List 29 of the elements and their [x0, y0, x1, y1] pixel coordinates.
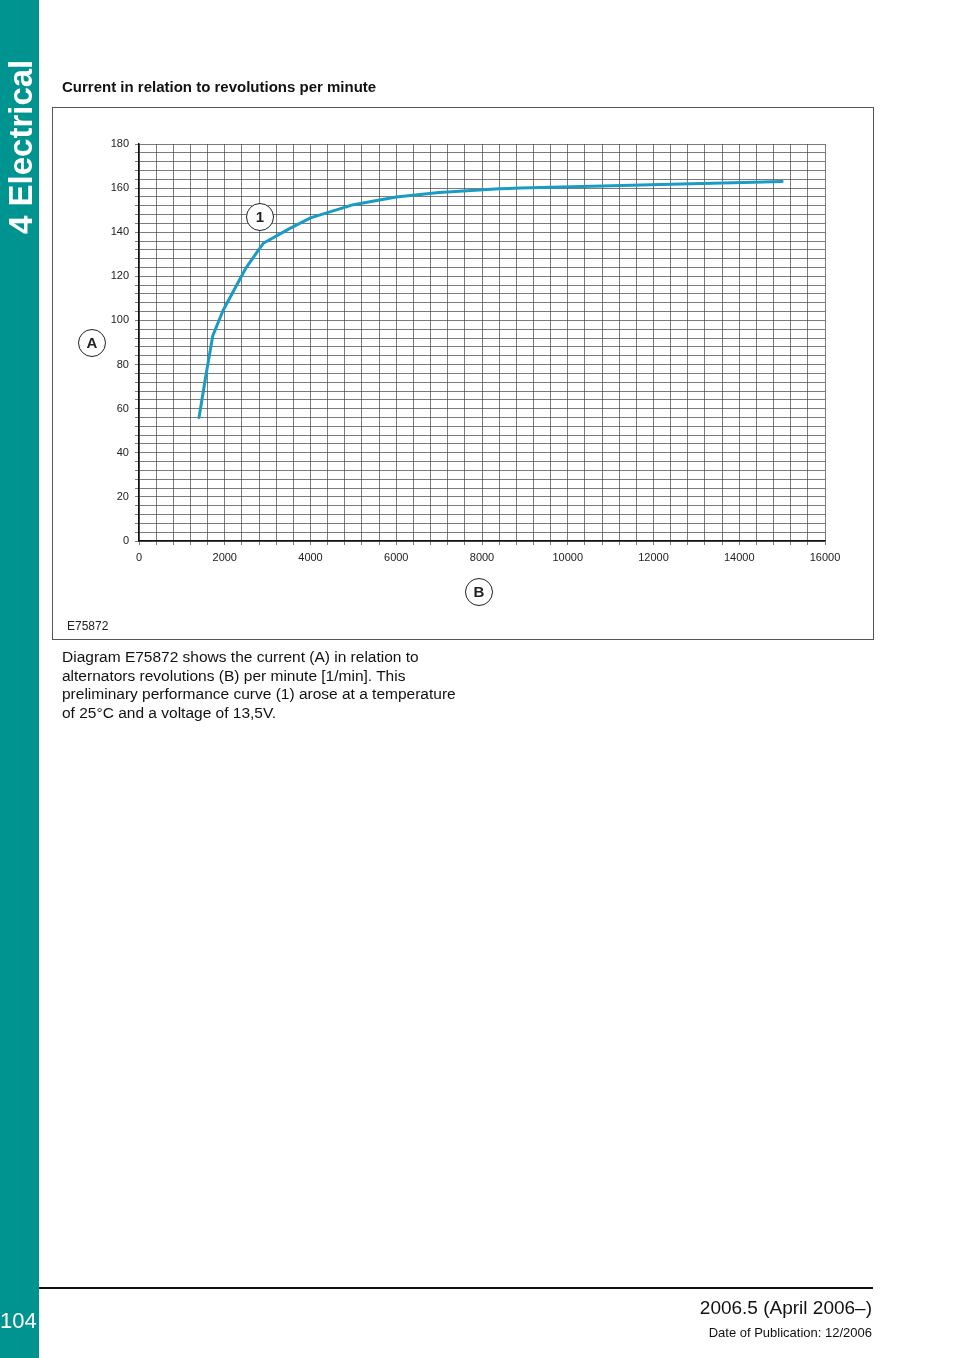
x-tick-label: 4000	[298, 550, 323, 563]
x-tick-label: 16000	[809, 550, 841, 563]
y-tick-label: 80	[116, 357, 129, 370]
x-tick-label: 0	[135, 550, 143, 563]
y-axis-title: A	[78, 329, 106, 357]
x-tick-label: 6000	[384, 550, 409, 563]
y-tick-label: 140	[110, 225, 129, 238]
y-tick-label: 20	[116, 489, 129, 502]
y-tick-label: 180	[110, 137, 129, 150]
x-tick-label: 12000	[638, 550, 669, 563]
text: Diagram E75872 shows the current (A) in relation to alternators revolutions (B) per minute [1/min]. This preliminary performance curve (1) arose at a temperature of 25°C and a voltage of 13,5V.	[62, 648, 457, 722]
x-tick-label: 14000	[723, 550, 755, 563]
y-tick-label: 100	[110, 313, 129, 326]
text: 4 Electrical	[2, 59, 40, 234]
annotation: 1	[246, 203, 274, 231]
y-tick-label: 160	[110, 181, 129, 194]
text: E75872	[67, 619, 109, 633]
y-tick-label: 60	[116, 401, 129, 414]
text: 2006.5 (April 2006–)	[699, 1297, 872, 1319]
y-tick-label: 120	[110, 269, 129, 282]
text: 104	[0, 1308, 37, 1334]
y-tick-label: 40	[116, 445, 129, 458]
x-tick-label: 10000	[552, 550, 584, 563]
y-tick-label: 0	[122, 534, 129, 547]
chart-title: Current in relation to revolutions per minute	[62, 78, 377, 95]
x-tick-label: 8000	[469, 550, 495, 563]
x-tick-label: 2000	[212, 550, 237, 563]
x-axis-title: B	[465, 578, 493, 606]
text: Date of Publication: 12/2006	[708, 1325, 872, 1340]
